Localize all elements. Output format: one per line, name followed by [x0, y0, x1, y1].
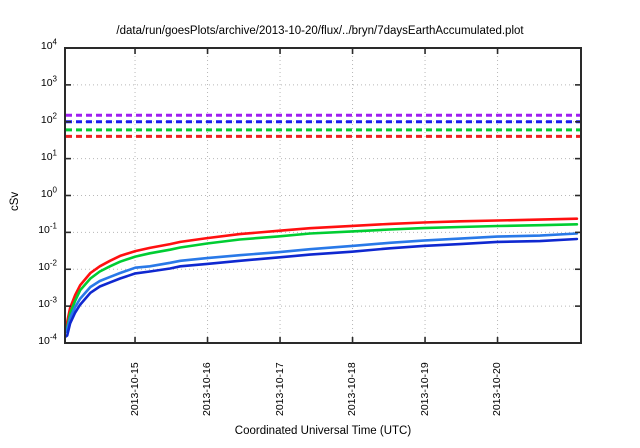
x-tick-label-2013-10-17: 2013-10-17: [273, 362, 286, 416]
threshold-lines: [66, 113, 580, 138]
y-tick-label-1e3: 103: [40, 74, 57, 89]
grid-lines: [65, 48, 581, 343]
x-axis-label: Coordinated Universal Time (UTC): [234, 425, 412, 437]
y-tick-label-1e-3: 10-3: [38, 295, 57, 311]
y-tick-label-1e-1: 10-1: [38, 221, 57, 237]
plot-border: [64, 47, 582, 344]
y-tick-label-1e0: 100: [40, 185, 57, 200]
light-blue-accumulated-dose-curve: [65, 232, 579, 334]
y-axis-label: cSv: [9, 191, 21, 211]
y-tick-label-1e4: 104: [40, 37, 57, 52]
y-tick-label-1e-2: 10-2: [38, 258, 57, 274]
axis-tick-marks: [65, 47, 581, 344]
x-tick-label-2013-10-20: 2013-10-20: [491, 362, 504, 416]
green-accumulated-dose-curve: [65, 223, 579, 332]
x-tick-label-2013-10-19: 2013-10-19: [418, 362, 431, 416]
x-tick-label-2013-10-18: 2013-10-18: [346, 362, 359, 416]
plot-title: /data/run/goesPlots/archive/2013-10-20/f…: [116, 25, 524, 37]
x-tick-label-2013-10-16: 2013-10-16: [201, 362, 214, 416]
dark-blue-accumulated-dose-curve: [65, 237, 579, 338]
y-tick-label-1e2: 102: [40, 111, 57, 126]
x-tick-label-2013-10-15: 2013-10-15: [128, 362, 141, 416]
data-series: [65, 217, 579, 338]
red-accumulated-dose-curve: [65, 217, 579, 330]
y-tick-label-1e1: 101: [40, 148, 57, 163]
y-tick-label-1e-4: 10-4: [38, 332, 57, 347]
